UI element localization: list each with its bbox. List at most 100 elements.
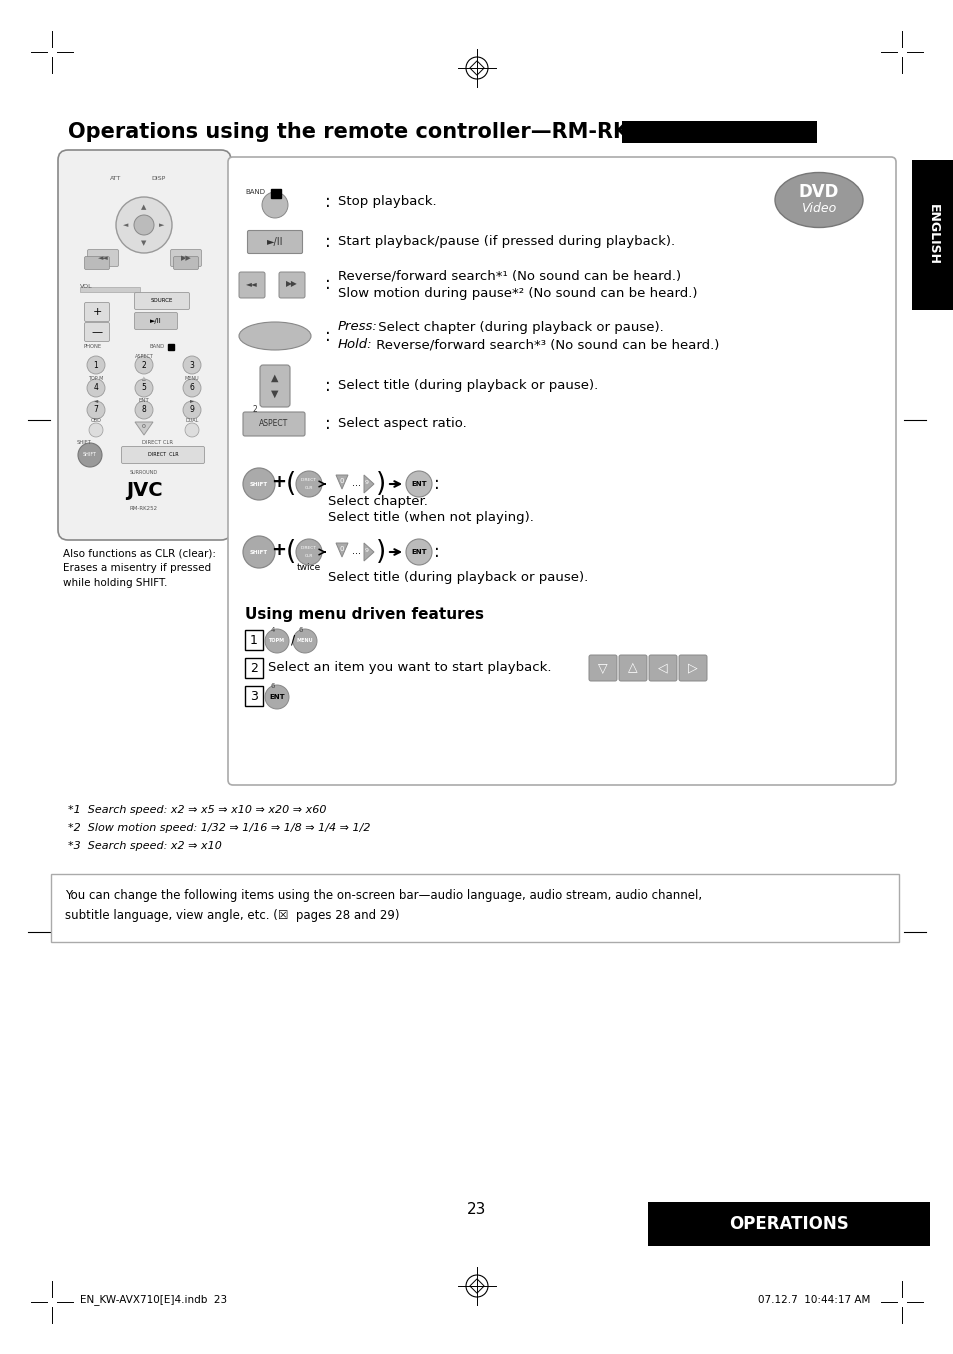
Circle shape (183, 356, 201, 374)
Text: Select chapter (during playback or pause).: Select chapter (during playback or pause… (374, 321, 663, 333)
FancyBboxPatch shape (58, 150, 231, 540)
Text: 0: 0 (142, 424, 146, 428)
Text: Select title (during playback or pause).: Select title (during playback or pause). (337, 379, 598, 393)
Text: 2: 2 (253, 405, 257, 414)
FancyBboxPatch shape (134, 313, 177, 329)
FancyBboxPatch shape (245, 686, 263, 705)
Text: Hold:: Hold: (337, 338, 373, 352)
Text: CLR: CLR (305, 554, 313, 558)
Circle shape (87, 356, 105, 374)
Text: ▶▶: ▶▶ (180, 255, 192, 261)
Circle shape (183, 401, 201, 418)
Circle shape (243, 536, 274, 567)
Text: :: : (325, 194, 331, 211)
Text: ◁: ◁ (658, 662, 667, 674)
FancyBboxPatch shape (85, 302, 110, 321)
Text: ATT: ATT (110, 176, 121, 180)
Text: ▶▶: ▶▶ (286, 279, 297, 288)
Text: ENT: ENT (411, 548, 426, 555)
Text: Select an item you want to start playback.: Select an item you want to start playbac… (268, 662, 551, 674)
Text: ►/II: ►/II (267, 237, 283, 246)
Circle shape (116, 196, 172, 253)
FancyBboxPatch shape (51, 873, 898, 942)
Text: (: ( (286, 471, 295, 497)
Text: Select aspect ratio.: Select aspect ratio. (337, 417, 466, 431)
Circle shape (135, 356, 152, 374)
Circle shape (293, 630, 316, 653)
Text: MENU: MENU (296, 639, 313, 643)
Circle shape (406, 471, 432, 497)
Text: +: + (92, 307, 102, 317)
Polygon shape (335, 543, 348, 556)
Ellipse shape (774, 172, 862, 227)
Text: EN_KW-AVX710[E]4.indb  23: EN_KW-AVX710[E]4.indb 23 (80, 1294, 227, 1305)
Circle shape (243, 468, 274, 500)
Text: MENU: MENU (185, 376, 199, 382)
Text: Reverse/forward search*³ (No sound can be heard.): Reverse/forward search*³ (No sound can b… (372, 338, 719, 352)
Text: *1  Search speed: x2 ⇒ x5 ⇒ x10 ⇒ x20 ⇒ x60: *1 Search speed: x2 ⇒ x5 ⇒ x10 ⇒ x20 ⇒ x… (68, 806, 326, 815)
Bar (271, 190, 281, 198)
Text: JVC: JVC (126, 481, 162, 500)
Text: SOURCE: SOURCE (151, 298, 173, 303)
Text: :: : (434, 475, 439, 493)
Circle shape (265, 685, 289, 709)
Text: ...: ... (352, 478, 361, 487)
Text: +: + (272, 473, 286, 492)
Text: :: : (325, 376, 331, 395)
Text: 07.12.7  10:44:17 AM: 07.12.7 10:44:17 AM (757, 1294, 869, 1305)
Circle shape (87, 379, 105, 397)
Polygon shape (335, 475, 348, 489)
FancyBboxPatch shape (260, 366, 290, 408)
Circle shape (78, 443, 102, 467)
Text: *3  Search speed: x2 ⇒ x10: *3 Search speed: x2 ⇒ x10 (68, 841, 222, 852)
Text: ▽: ▽ (598, 662, 607, 674)
Text: SHIFT: SHIFT (250, 482, 268, 486)
FancyBboxPatch shape (247, 230, 302, 253)
FancyBboxPatch shape (134, 292, 190, 310)
Text: ►/II: ►/II (150, 318, 162, 324)
Text: CLR: CLR (305, 486, 313, 490)
Text: ▲: ▲ (141, 204, 147, 210)
Text: :: : (325, 275, 331, 292)
Circle shape (135, 401, 152, 418)
Text: ►: ► (190, 398, 193, 403)
Text: 9: 9 (365, 548, 369, 554)
FancyBboxPatch shape (911, 160, 953, 310)
Text: 9: 9 (365, 481, 369, 486)
Text: ▼: ▼ (271, 389, 278, 399)
Text: ASPECT: ASPECT (259, 420, 289, 428)
FancyBboxPatch shape (618, 655, 646, 681)
FancyBboxPatch shape (679, 655, 706, 681)
Text: SURROUND: SURROUND (130, 470, 158, 474)
Text: Using menu driven features: Using menu driven features (245, 607, 483, 621)
FancyBboxPatch shape (85, 322, 110, 341)
Text: 23: 23 (467, 1202, 486, 1217)
Text: :: : (325, 328, 331, 345)
Text: Video: Video (801, 203, 836, 215)
Text: Operations using the remote controller—RM-RK252: Operations using the remote controller—R… (68, 122, 672, 142)
Text: 1: 1 (250, 634, 257, 646)
Text: 5: 5 (141, 383, 146, 393)
Circle shape (87, 401, 105, 418)
Text: You can change the following items using the on-screen bar—audio language, audio: You can change the following items using… (65, 890, 701, 903)
FancyBboxPatch shape (621, 121, 816, 144)
Text: DIRECT: DIRECT (301, 478, 316, 482)
Text: DUAL: DUAL (185, 418, 198, 424)
Text: ▼: ▼ (141, 240, 147, 246)
Text: 8: 8 (141, 405, 146, 414)
Text: ENT: ENT (411, 481, 426, 487)
Circle shape (265, 630, 289, 653)
Text: 6: 6 (271, 682, 275, 689)
FancyBboxPatch shape (85, 256, 110, 269)
Text: ◄: ◄ (93, 398, 98, 403)
Text: ): ) (375, 539, 386, 565)
Bar (168, 344, 173, 349)
Text: 4: 4 (271, 627, 274, 634)
Text: Select title (when not playing).: Select title (when not playing). (328, 512, 534, 524)
Text: subtitle language, view angle, etc. (☒  pages 28 and 29): subtitle language, view angle, etc. (☒ p… (65, 910, 399, 922)
FancyBboxPatch shape (228, 157, 895, 785)
Circle shape (295, 471, 322, 497)
Text: ▲: ▲ (271, 372, 278, 383)
Text: :: : (325, 414, 331, 433)
Text: ◄: ◄ (123, 222, 129, 227)
